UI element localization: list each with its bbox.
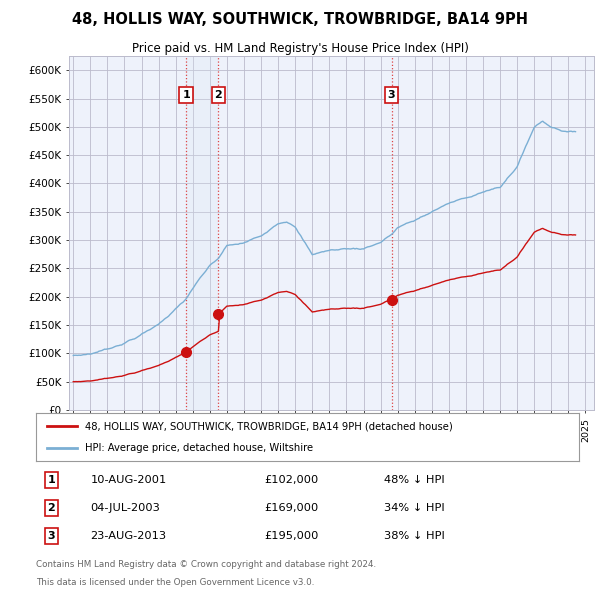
- Text: 23-AUG-2013: 23-AUG-2013: [91, 531, 166, 541]
- Text: 48, HOLLIS WAY, SOUTHWICK, TROWBRIDGE, BA14 9PH (detached house): 48, HOLLIS WAY, SOUTHWICK, TROWBRIDGE, B…: [85, 421, 452, 431]
- Text: £169,000: £169,000: [264, 503, 319, 513]
- Text: Contains HM Land Registry data © Crown copyright and database right 2024.: Contains HM Land Registry data © Crown c…: [36, 560, 376, 569]
- Text: 1: 1: [182, 90, 190, 100]
- Text: £195,000: £195,000: [264, 531, 319, 541]
- Text: 04-JUL-2003: 04-JUL-2003: [91, 503, 160, 513]
- Text: 38% ↓ HPI: 38% ↓ HPI: [383, 531, 445, 541]
- Text: 2: 2: [215, 90, 223, 100]
- Text: 1: 1: [47, 475, 55, 485]
- Text: This data is licensed under the Open Government Licence v3.0.: This data is licensed under the Open Gov…: [36, 578, 314, 586]
- Text: 2: 2: [47, 503, 55, 513]
- Text: 34% ↓ HPI: 34% ↓ HPI: [383, 503, 444, 513]
- Text: 3: 3: [47, 531, 55, 541]
- Text: £102,000: £102,000: [264, 475, 319, 485]
- Text: HPI: Average price, detached house, Wiltshire: HPI: Average price, detached house, Wilt…: [85, 443, 313, 453]
- Text: 3: 3: [388, 90, 395, 100]
- Text: 48, HOLLIS WAY, SOUTHWICK, TROWBRIDGE, BA14 9PH: 48, HOLLIS WAY, SOUTHWICK, TROWBRIDGE, B…: [72, 12, 528, 27]
- Text: Price paid vs. HM Land Registry's House Price Index (HPI): Price paid vs. HM Land Registry's House …: [131, 42, 469, 55]
- Text: 10-AUG-2001: 10-AUG-2001: [91, 475, 167, 485]
- Bar: [186, 56, 218, 410]
- Text: 48% ↓ HPI: 48% ↓ HPI: [383, 475, 444, 485]
